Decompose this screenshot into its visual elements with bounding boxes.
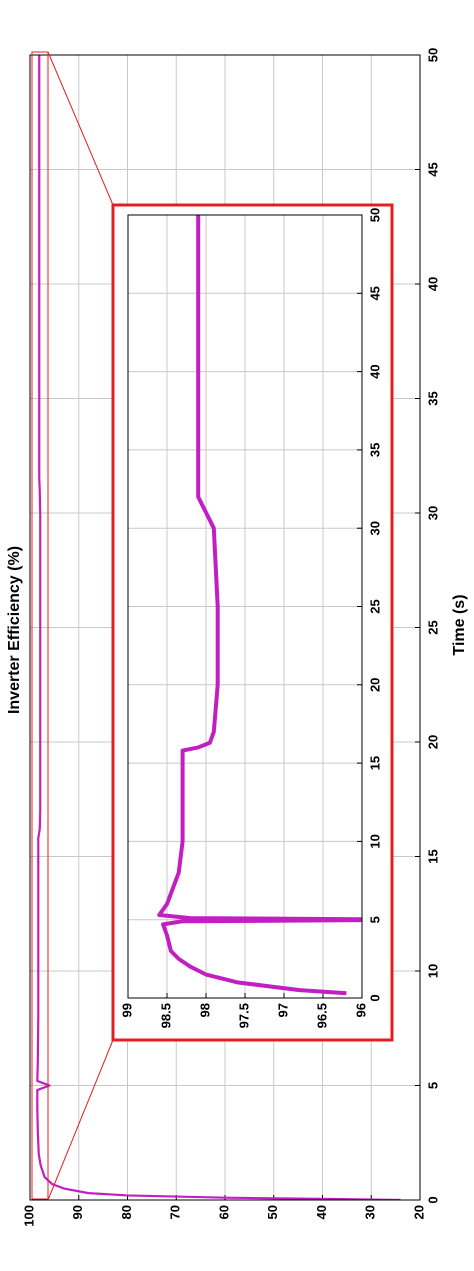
x-tick-label: 0 <box>367 994 382 1001</box>
y-tick-label: 90 <box>70 1205 85 1219</box>
y-tick-label: 40 <box>314 1205 329 1219</box>
y-tick-label: 50 <box>265 1205 280 1219</box>
zoom-region <box>31 51 49 1200</box>
x-tick-label: 35 <box>425 391 440 405</box>
x-tick-label: 15 <box>425 849 440 863</box>
x-tick-label: 20 <box>367 678 382 692</box>
x-tick-label: 40 <box>367 364 382 378</box>
inset-axes: 0 5 10 15 20 25 30 35 40 45 50 96 96.5 97 97.5 98 98.5 99 <box>119 208 382 1029</box>
x-tick-label: 0 <box>425 1196 440 1203</box>
y-tick-label: 70 <box>168 1205 183 1219</box>
zoom-connector <box>47 1039 114 1201</box>
y-tick-label: 99 <box>119 1003 134 1017</box>
y-tick-label: 96.5 <box>314 1003 329 1028</box>
axes-frame <box>29 54 421 1201</box>
y-tick-label: 80 <box>119 1205 134 1219</box>
x-tick-label: 5 <box>425 1082 440 1089</box>
y-tick-label: 97 <box>275 1003 290 1017</box>
data-line <box>157 215 362 996</box>
x-tick-label: 10 <box>425 964 440 978</box>
x-tick-label: 45 <box>425 162 440 176</box>
zoom-connector <box>47 51 114 206</box>
y-tick-label: 30 <box>363 1205 378 1219</box>
x-tick-label: 40 <box>425 277 440 291</box>
y-tick-label: 98.5 <box>158 1003 173 1028</box>
chart-title: Inverter Efficiency (%) <box>6 546 23 714</box>
x-tick-label: 15 <box>367 756 382 770</box>
data-line <box>36 55 401 1200</box>
x-tick-label: 25 <box>425 620 440 634</box>
x-tick-label: 50 <box>425 48 440 62</box>
x-tick-label: 45 <box>367 286 382 300</box>
y-tick-label: 97.5 <box>236 1003 251 1028</box>
x-tick-label: 10 <box>367 834 382 848</box>
x-axis-label: Time (s) <box>451 594 468 655</box>
y-tick-label: 100 <box>21 1205 36 1227</box>
x-tick-label: 25 <box>367 599 382 613</box>
y-tick-label: 60 <box>216 1205 231 1219</box>
y-tick-label: 98 <box>197 1003 212 1017</box>
x-tick-label: 5 <box>367 916 382 923</box>
x-tick-label: 35 <box>367 443 382 457</box>
rotated-plot: 051015202530354045502030405060708090100 … <box>6 48 468 1227</box>
y-tick-label: 20 <box>411 1205 426 1219</box>
y-tick-label: 96 <box>353 1003 368 1017</box>
x-tick-label: 50 <box>367 208 382 222</box>
x-tick-label: 30 <box>367 521 382 535</box>
x-tick-label: 30 <box>425 506 440 520</box>
axes-frame <box>127 214 363 999</box>
x-tick-label: 20 <box>425 735 440 749</box>
